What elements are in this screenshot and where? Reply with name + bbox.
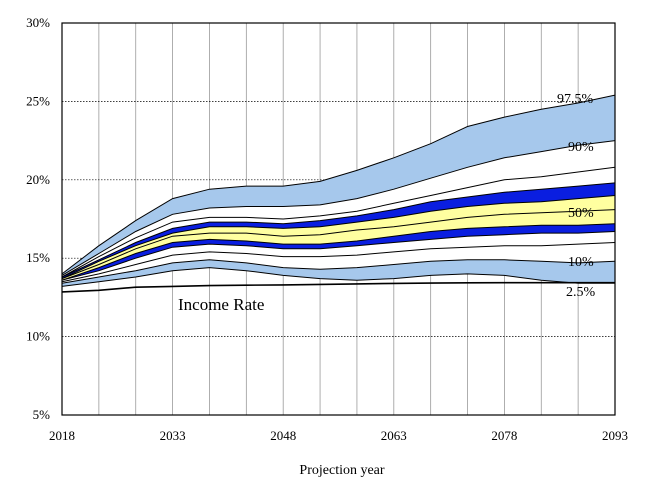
x-axis-ticks: 2018 2033 2048 2063 2078 2093 — [49, 428, 628, 443]
x-tick-label: 2078 — [491, 428, 517, 443]
series-line-97-5- — [61, 94, 616, 275]
series-line-fine-upper-b — [61, 182, 616, 278]
label-income-rate: Income Rate — [178, 295, 264, 314]
series-line-income-rate — [61, 281, 615, 293]
y-tick-label: 30% — [26, 15, 50, 30]
series-line-10- — [61, 259, 616, 284]
series-line-fine-upper-c — [61, 166, 616, 278]
series-line-50- — [61, 209, 616, 280]
x-tick-label: 2048 — [270, 428, 296, 443]
plot-frame — [61, 22, 616, 416]
label-2-5: 2.5% — [566, 285, 596, 300]
x-tick-label: 2063 — [381, 428, 407, 443]
series-line-90- — [61, 140, 616, 276]
y-tick-label: 20% — [26, 172, 50, 187]
series-line-fine-lower-b — [61, 231, 616, 281]
y-tick-label: 10% — [26, 329, 50, 344]
series-line-fine-lower-c — [61, 242, 616, 283]
y-tick-label: 15% — [26, 250, 50, 265]
x-tick-label: 2093 — [602, 428, 628, 443]
x-tick-label: 2033 — [160, 428, 186, 443]
y-tick-label: 25% — [26, 93, 50, 108]
series-line-2-5- — [61, 267, 615, 287]
x-tick-label: 2018 — [49, 428, 75, 443]
x-axis-title: Projection year — [299, 463, 384, 478]
y-axis-ticks: 5% 10% 15% 20% 25% 30% — [26, 15, 50, 422]
label-10: 10% — [568, 255, 594, 270]
label-97-5: 97.5% — [557, 92, 594, 107]
series-line-fine-upper-a — [61, 195, 616, 280]
label-50: 50% — [568, 206, 594, 221]
label-90: 90% — [568, 140, 594, 155]
band-10-90 — [62, 140, 615, 284]
percentile-lines — [61, 94, 616, 293]
percentile-bands — [62, 95, 615, 287]
series-line-fine-lower-a — [61, 223, 616, 281]
y-tick-label: 5% — [33, 407, 51, 422]
